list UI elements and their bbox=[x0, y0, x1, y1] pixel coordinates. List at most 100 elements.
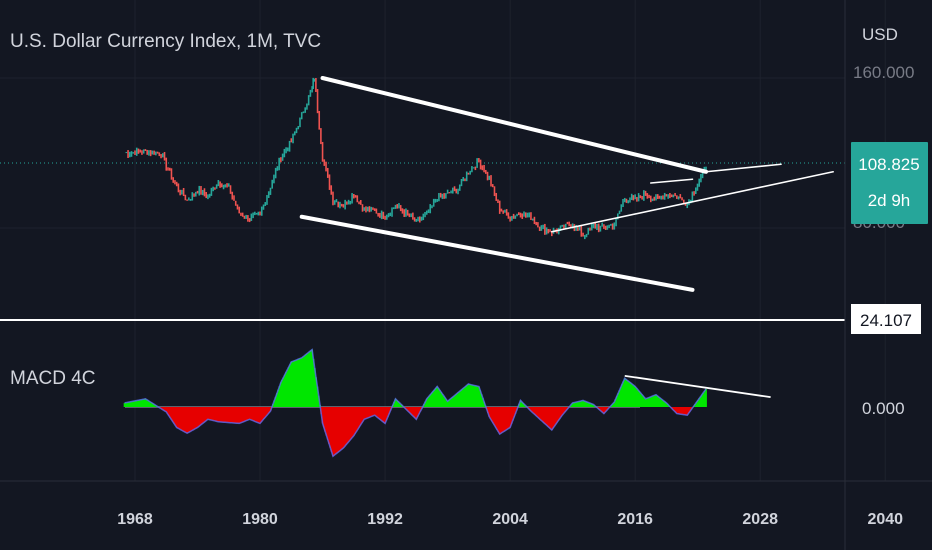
macd-bar bbox=[360, 407, 363, 424]
macd-bar bbox=[251, 407, 254, 421]
macd-bar bbox=[309, 350, 312, 407]
macd-bar bbox=[612, 403, 614, 407]
macd-bar bbox=[169, 407, 172, 418]
macd-bar bbox=[367, 407, 370, 418]
macd-bar bbox=[558, 407, 561, 419]
macd-bar bbox=[530, 407, 532, 412]
trendline[interactable] bbox=[320, 76, 709, 174]
macd-bar bbox=[223, 407, 226, 423]
macd-bar bbox=[424, 401, 427, 407]
macd-bar bbox=[295, 359, 298, 407]
macd-bar bbox=[474, 385, 476, 407]
macd-bar bbox=[475, 385, 478, 407]
macd-bar bbox=[205, 407, 208, 421]
macd-trendlines[interactable] bbox=[624, 374, 771, 399]
macd-bar bbox=[587, 402, 590, 407]
macd-bar bbox=[480, 394, 483, 407]
macd-bar bbox=[472, 385, 475, 407]
last-price-badge[interactable]: 108.825 2d 9h bbox=[851, 142, 928, 224]
macd-bar bbox=[355, 407, 358, 432]
macd-bar bbox=[236, 407, 239, 424]
macd-bar bbox=[468, 384, 471, 407]
macd-bar bbox=[210, 407, 213, 421]
macd-bar bbox=[359, 407, 362, 426]
macd-bar bbox=[431, 392, 433, 407]
macd-bar bbox=[546, 407, 549, 427]
macd-bar bbox=[432, 391, 435, 407]
macd-bar bbox=[500, 407, 502, 434]
macd-bar bbox=[375, 407, 377, 417]
macd-bar bbox=[127, 402, 130, 407]
macd-bar bbox=[703, 390, 706, 407]
macd-bar bbox=[227, 407, 230, 423]
macd-bar bbox=[660, 398, 663, 407]
macd-bar bbox=[705, 388, 707, 407]
price-series bbox=[125, 77, 707, 240]
macd-bar bbox=[184, 407, 187, 433]
macd-bar bbox=[145, 399, 148, 407]
macd-bar bbox=[451, 396, 454, 407]
macd-bar bbox=[247, 407, 250, 420]
macd-y-tick-zero: 0.000 bbox=[862, 399, 905, 418]
trendline[interactable] bbox=[649, 178, 694, 184]
macd-bar bbox=[372, 407, 375, 416]
macd-bar bbox=[123, 402, 126, 407]
macd-bar bbox=[178, 407, 181, 429]
x-tick-label: 1992 bbox=[367, 511, 403, 528]
macd-bar bbox=[148, 401, 151, 407]
macd-bar bbox=[642, 395, 644, 407]
trendline[interactable] bbox=[705, 163, 782, 173]
macd-bar bbox=[351, 407, 354, 438]
macd-bar bbox=[197, 407, 200, 427]
macd-bar bbox=[326, 407, 329, 440]
x-tick-label: 2016 bbox=[617, 511, 653, 528]
macd-bar bbox=[665, 402, 668, 407]
macd-bar bbox=[252, 407, 255, 421]
x-axis[interactable]: 1968 1980 1992 2004 2016 2028 2040 bbox=[117, 511, 903, 528]
trendline[interactable] bbox=[550, 170, 834, 233]
macd-bar bbox=[290, 361, 293, 407]
macd-bar bbox=[191, 407, 194, 431]
macd-bar bbox=[200, 407, 203, 425]
price-trendlines[interactable] bbox=[299, 76, 834, 292]
macd-bar bbox=[230, 407, 233, 423]
macd-bar bbox=[130, 401, 132, 407]
x-tick-label: 2040 bbox=[867, 511, 903, 528]
macd-bar bbox=[311, 349, 314, 407]
macd-bar bbox=[405, 407, 407, 410]
macd-bar bbox=[504, 407, 506, 431]
macd-bar bbox=[253, 407, 256, 422]
macd-bar bbox=[276, 393, 278, 407]
macd-bar bbox=[570, 404, 573, 407]
macd-bar bbox=[407, 407, 410, 412]
x-tick-label: 2004 bbox=[492, 511, 528, 528]
macd-bar bbox=[240, 407, 243, 423]
macd-bar bbox=[343, 407, 346, 447]
macd-bar bbox=[554, 407, 557, 425]
macd-bar bbox=[649, 396, 652, 407]
macd-bar bbox=[626, 380, 629, 407]
bar-countdown: 2d 9h bbox=[868, 191, 911, 210]
trendline[interactable] bbox=[299, 214, 695, 292]
macd-bar bbox=[174, 407, 177, 426]
macd-bar bbox=[183, 407, 186, 432]
macd-bar bbox=[246, 407, 248, 421]
macd-bar bbox=[354, 407, 357, 434]
macd-pane-background bbox=[0, 321, 845, 481]
macd-bar bbox=[317, 395, 320, 407]
macd-bar bbox=[381, 407, 384, 422]
macd-bar bbox=[131, 401, 134, 407]
macd-bar bbox=[544, 407, 547, 425]
macd-bar bbox=[221, 407, 224, 423]
macd-bar bbox=[661, 399, 664, 407]
macd-bar bbox=[330, 407, 333, 453]
macd-bar bbox=[506, 407, 509, 430]
macd-bar bbox=[597, 407, 600, 410]
horizontal-level-badge[interactable]: 24.107 bbox=[851, 304, 921, 334]
macd-bar bbox=[673, 407, 676, 411]
macd-trendline[interactable] bbox=[624, 374, 771, 399]
macd-bar bbox=[369, 407, 372, 417]
macd-bar bbox=[490, 407, 493, 422]
